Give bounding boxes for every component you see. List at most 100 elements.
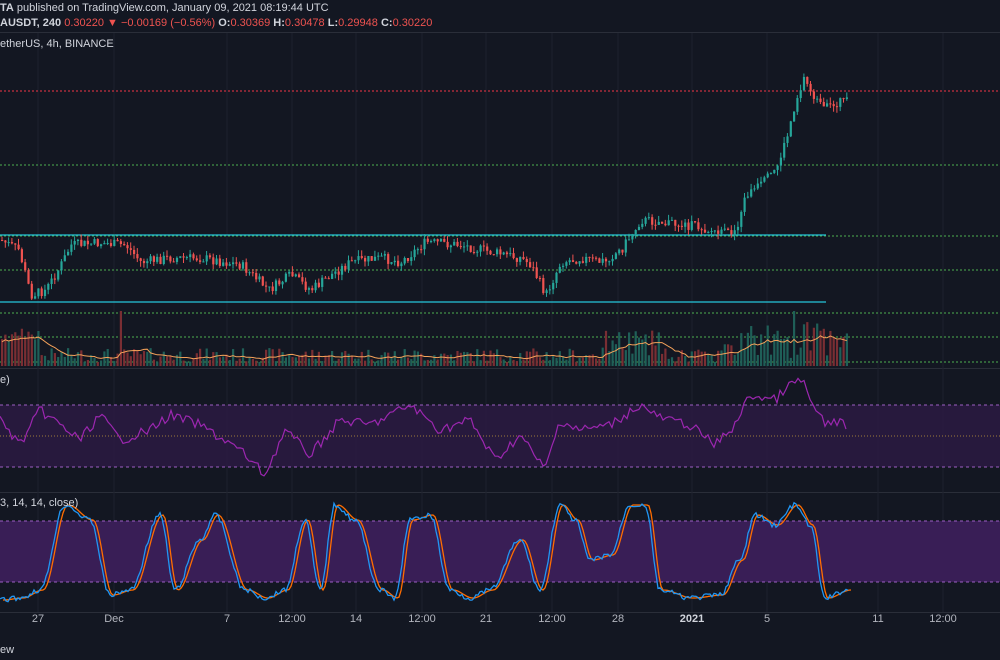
candle <box>119 241 122 244</box>
candle <box>47 283 50 290</box>
candle <box>486 246 489 251</box>
candle <box>769 172 773 174</box>
candle <box>347 260 350 270</box>
volume-bar <box>281 352 284 366</box>
candle <box>215 258 218 265</box>
candle <box>816 98 819 100</box>
volume-bar <box>109 356 113 366</box>
time-axis-label: 12:00 <box>278 613 306 625</box>
volume-bar <box>271 349 274 366</box>
candle <box>139 258 142 261</box>
candle <box>707 231 710 233</box>
candle <box>274 280 278 292</box>
candle <box>479 245 482 252</box>
footer-bar: ew <box>0 640 1000 660</box>
candle <box>703 229 707 233</box>
volume-bar <box>545 352 548 366</box>
volume-bar <box>479 360 482 366</box>
volume-bar <box>624 350 627 366</box>
candle <box>76 239 80 242</box>
candle <box>746 196 749 198</box>
volume-bar <box>304 351 307 366</box>
volume-bar <box>14 332 17 366</box>
volume-bar <box>116 353 119 366</box>
candle <box>783 142 786 158</box>
volume-bar <box>27 331 30 366</box>
time-axis-label: 21 <box>479 613 493 625</box>
high-label: H: <box>273 17 285 29</box>
candle <box>350 260 353 262</box>
candle <box>773 169 776 173</box>
volume-bar <box>390 357 393 366</box>
candle <box>90 243 93 245</box>
volume-bar <box>802 324 806 366</box>
candle <box>228 264 231 266</box>
volume-bar <box>397 359 400 366</box>
volume-bar <box>799 347 802 366</box>
volume-moving-average <box>1 335 847 360</box>
candle <box>845 97 848 99</box>
candle <box>552 282 555 290</box>
volume-bar <box>459 352 462 366</box>
volume-bar <box>674 361 677 366</box>
volume-bar <box>439 353 443 366</box>
volume-bar <box>505 361 509 366</box>
volume-bar <box>789 357 792 366</box>
time-axis[interactable]: 27 Dec 7 12:00 14 12:00 21 12:00 28 2021… <box>0 613 1000 633</box>
volume-bar <box>67 348 70 366</box>
volume-bar <box>700 351 703 366</box>
volume-bar <box>90 355 93 366</box>
candle <box>720 229 723 234</box>
candle <box>129 248 132 250</box>
candle <box>284 273 287 282</box>
candle <box>740 211 743 227</box>
candle <box>713 230 716 232</box>
time-axis-label: 14 <box>349 613 363 625</box>
rsi-line <box>0 377 847 477</box>
volume-bar <box>740 333 743 366</box>
candle <box>248 272 251 274</box>
symbol-label[interactable]: AUSDT, 240 <box>0 17 62 29</box>
candle <box>637 226 641 231</box>
candle <box>806 76 809 84</box>
time-axis-label: Dec <box>104 613 124 625</box>
volume-bar <box>357 358 360 366</box>
candle <box>492 254 495 256</box>
candle <box>628 239 631 241</box>
volume-bar <box>608 351 611 366</box>
volume-bar <box>555 357 558 366</box>
volume-bar <box>482 350 485 366</box>
candlestick-series[interactable] <box>1 73 848 301</box>
volume-bar <box>575 361 578 366</box>
candle <box>621 249 624 253</box>
rsi-pane-legend[interactable]: e) <box>0 374 10 386</box>
candle <box>317 282 320 287</box>
candle <box>453 241 456 246</box>
volume-bar <box>611 340 614 366</box>
chart-canvas[interactable] <box>0 0 1000 640</box>
candle <box>555 272 558 283</box>
candle <box>20 249 23 263</box>
close-value: 0.30220 <box>392 17 433 29</box>
candle <box>644 217 647 224</box>
volume-bar <box>469 353 472 366</box>
candle <box>657 221 660 225</box>
volume-bar <box>331 350 334 366</box>
candle <box>63 255 66 262</box>
volume-bar <box>327 355 330 366</box>
volume-bar <box>70 355 73 366</box>
stoch-pane-legend[interactable]: 3, 14, 14, close) <box>0 497 79 509</box>
volume-bar <box>100 360 103 366</box>
volume-bar <box>142 351 146 366</box>
candle <box>294 274 297 277</box>
main-pane-legend[interactable]: etherUS, 4h, BINANCE <box>0 38 114 50</box>
volume-bar <box>96 361 99 366</box>
volume-bar <box>826 355 829 366</box>
candle <box>670 219 674 221</box>
candle <box>595 257 598 259</box>
candle <box>439 238 443 242</box>
candle <box>677 225 680 227</box>
candle <box>86 240 89 245</box>
volume-bar <box>251 358 254 366</box>
candle <box>238 263 241 269</box>
